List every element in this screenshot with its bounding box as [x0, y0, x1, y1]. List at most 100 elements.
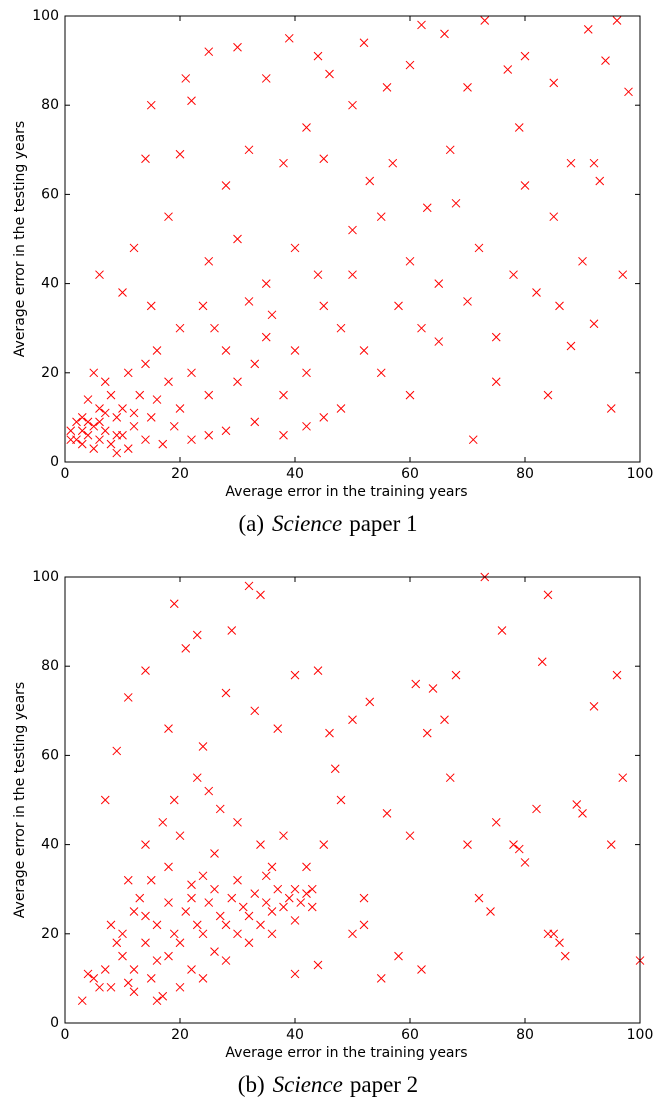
point — [612, 16, 622, 25]
point — [77, 996, 87, 1006]
point — [129, 243, 139, 253]
point — [514, 123, 524, 132]
point — [256, 840, 265, 849]
point — [279, 390, 288, 400]
point — [95, 417, 104, 427]
point — [422, 728, 432, 738]
point — [100, 377, 110, 387]
point — [244, 145, 254, 155]
x-tick-label: 100 — [627, 1027, 654, 1043]
point — [198, 871, 208, 881]
point — [210, 884, 219, 894]
point — [164, 898, 173, 907]
point — [606, 404, 616, 413]
point — [267, 310, 277, 320]
point — [100, 965, 110, 974]
plot-frame — [64, 576, 641, 1024]
point — [509, 270, 518, 280]
point — [589, 701, 599, 711]
point — [123, 875, 133, 885]
point — [405, 60, 415, 70]
point — [348, 929, 357, 939]
point — [233, 234, 242, 244]
point — [394, 301, 403, 311]
point — [583, 25, 593, 34]
point — [227, 893, 237, 903]
y-tick-label: 80 — [41, 658, 59, 674]
point — [503, 65, 513, 74]
point — [198, 974, 208, 983]
point — [468, 435, 478, 445]
point — [417, 20, 426, 30]
point — [491, 332, 501, 342]
point — [532, 804, 541, 814]
point — [221, 181, 231, 190]
point — [129, 987, 139, 997]
point — [187, 965, 196, 974]
point — [112, 746, 122, 756]
y-axis-label: Average error in the testing years — [12, 121, 28, 357]
point — [394, 951, 403, 961]
point — [164, 862, 173, 872]
point — [313, 51, 323, 61]
point — [164, 212, 173, 222]
x-axis-label: Average error in the training years — [225, 1045, 467, 1061]
point — [233, 42, 242, 52]
point — [543, 390, 553, 400]
point — [572, 800, 582, 809]
point — [566, 341, 576, 351]
point — [187, 435, 196, 445]
point — [66, 426, 76, 436]
point — [233, 377, 242, 387]
caption: (b) Science paper 2 — [238, 1072, 418, 1097]
point — [491, 817, 501, 827]
point — [290, 969, 300, 979]
point — [175, 404, 185, 413]
x-tick-label: 20 — [171, 1027, 189, 1043]
point — [146, 301, 156, 311]
point — [66, 435, 76, 445]
point — [313, 666, 323, 676]
point — [83, 417, 93, 427]
point — [543, 929, 553, 939]
point — [250, 359, 260, 369]
point — [204, 256, 214, 266]
point — [152, 920, 162, 930]
point — [463, 83, 472, 92]
point — [169, 795, 179, 805]
point — [359, 38, 369, 48]
point — [336, 795, 346, 805]
point — [256, 920, 265, 930]
point — [428, 684, 438, 693]
point — [474, 243, 484, 253]
point — [359, 893, 369, 903]
point — [296, 898, 306, 907]
point — [376, 368, 386, 378]
point — [244, 297, 254, 306]
point — [307, 884, 317, 894]
point — [152, 346, 162, 355]
point — [118, 288, 127, 297]
x-tick-label: 60 — [401, 1027, 419, 1043]
point — [307, 902, 317, 912]
point — [336, 323, 346, 333]
point — [135, 390, 145, 400]
point — [112, 448, 122, 458]
point — [290, 346, 300, 355]
point — [624, 87, 633, 97]
point — [175, 982, 185, 992]
point — [146, 875, 156, 885]
point — [290, 916, 300, 925]
point — [560, 951, 570, 961]
point — [141, 938, 150, 948]
point — [123, 693, 133, 702]
point — [348, 270, 357, 280]
point — [290, 243, 300, 253]
point — [290, 884, 300, 894]
point — [250, 706, 260, 716]
point — [279, 831, 288, 841]
point — [555, 301, 564, 311]
y-tick-label: 0 — [50, 1015, 59, 1031]
point — [233, 929, 242, 939]
point — [555, 938, 564, 948]
